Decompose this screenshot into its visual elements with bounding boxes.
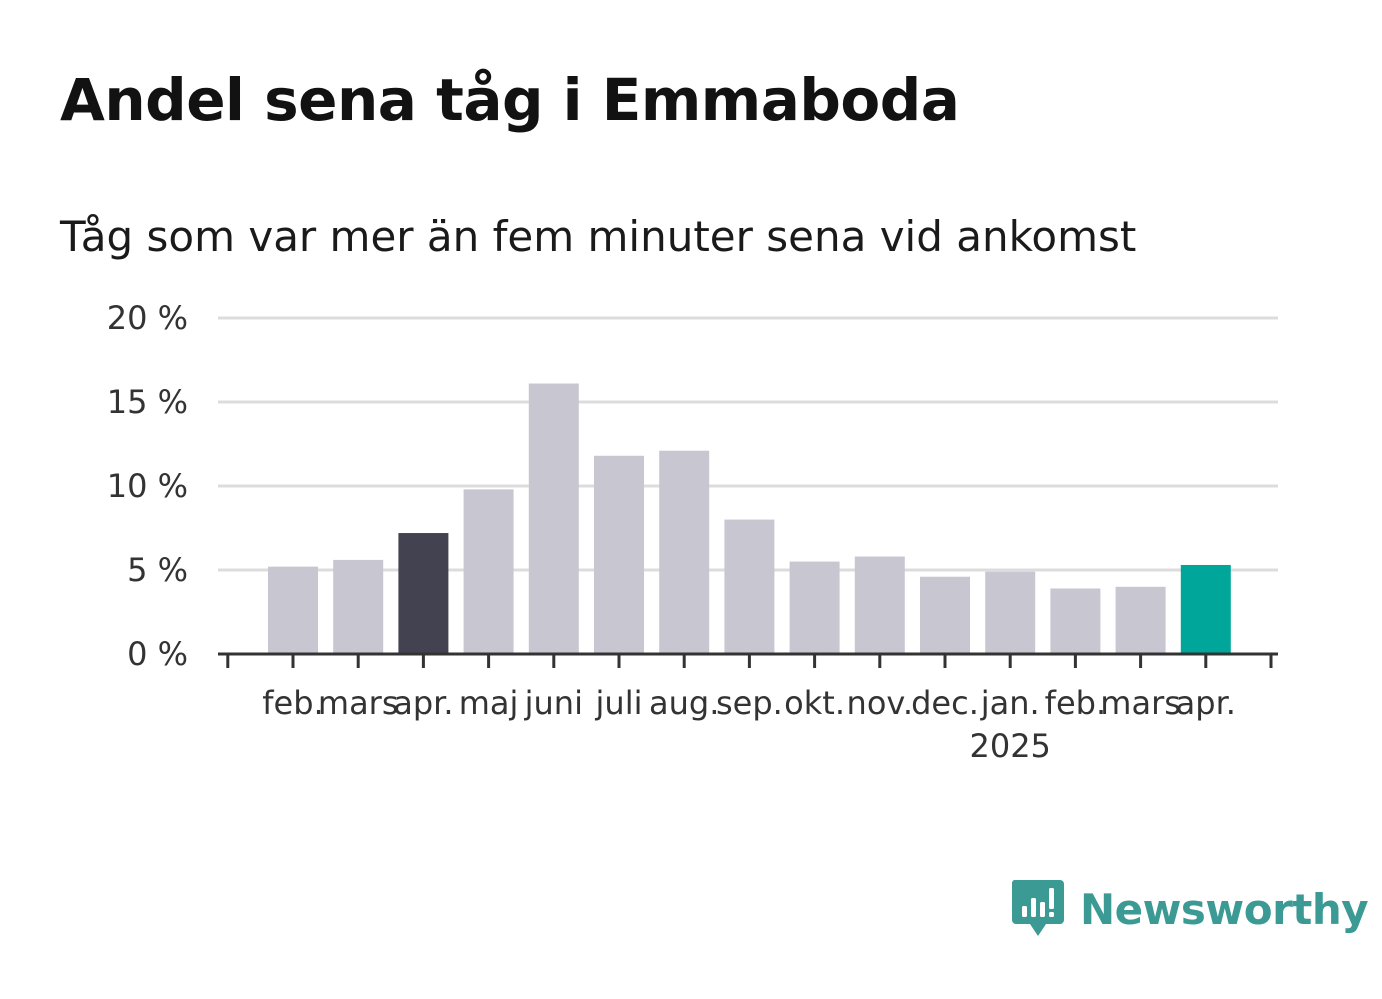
x-tick-label: dec. bbox=[911, 684, 979, 722]
newsworthy-logo-icon bbox=[1011, 880, 1064, 936]
x-tick-label: okt. bbox=[784, 684, 845, 722]
y-tick-label: 20 % bbox=[107, 299, 188, 337]
x-tick-label: apr. bbox=[393, 684, 453, 722]
y-tick-label: 15 % bbox=[107, 383, 188, 421]
bar bbox=[789, 561, 840, 654]
bar bbox=[920, 576, 970, 654]
bar bbox=[333, 559, 384, 654]
x-tick-label: juli bbox=[595, 684, 643, 722]
x-tick-label: mars bbox=[318, 684, 399, 722]
bar bbox=[1115, 586, 1166, 654]
bar bbox=[1050, 588, 1101, 654]
bar bbox=[1180, 564, 1231, 654]
chart-title: Andel sena tåg i Emmaboda bbox=[60, 66, 960, 134]
x-year-label: 2025 bbox=[969, 727, 1050, 765]
bar bbox=[659, 450, 710, 654]
x-tick-label: feb. bbox=[262, 684, 323, 722]
y-tick-label: 0 % bbox=[127, 635, 188, 673]
x-tick-label: feb. bbox=[1045, 684, 1106, 722]
x-tick-label: maj bbox=[459, 684, 519, 722]
bar bbox=[594, 455, 644, 654]
x-tick-label: jan. bbox=[980, 684, 1040, 722]
bar bbox=[724, 519, 775, 654]
bar bbox=[854, 556, 905, 654]
x-tick-label: sep. bbox=[716, 684, 783, 722]
newsworthy-logo: Newsworthy bbox=[1010, 878, 1369, 940]
bar bbox=[463, 489, 514, 654]
x-tick-label: aug. bbox=[649, 684, 719, 722]
x-tick-label: mars bbox=[1100, 684, 1181, 722]
x-tick-label: nov. bbox=[847, 684, 913, 722]
bar bbox=[398, 533, 449, 654]
x-tick-label: apr. bbox=[1176, 684, 1236, 722]
y-tick-label: 10 % bbox=[107, 467, 188, 505]
brand-name: Newsworthy bbox=[1080, 884, 1369, 934]
x-tick-label: juni bbox=[524, 684, 583, 722]
bar bbox=[268, 566, 318, 654]
bars bbox=[268, 383, 1231, 654]
y-tick-label: 5 % bbox=[127, 551, 188, 589]
x-axis bbox=[218, 652, 1278, 668]
bar bbox=[528, 383, 579, 654]
chart-subtitle: Tåg som var mer än fem minuter sena vid … bbox=[60, 212, 1137, 261]
bar bbox=[985, 571, 1036, 654]
